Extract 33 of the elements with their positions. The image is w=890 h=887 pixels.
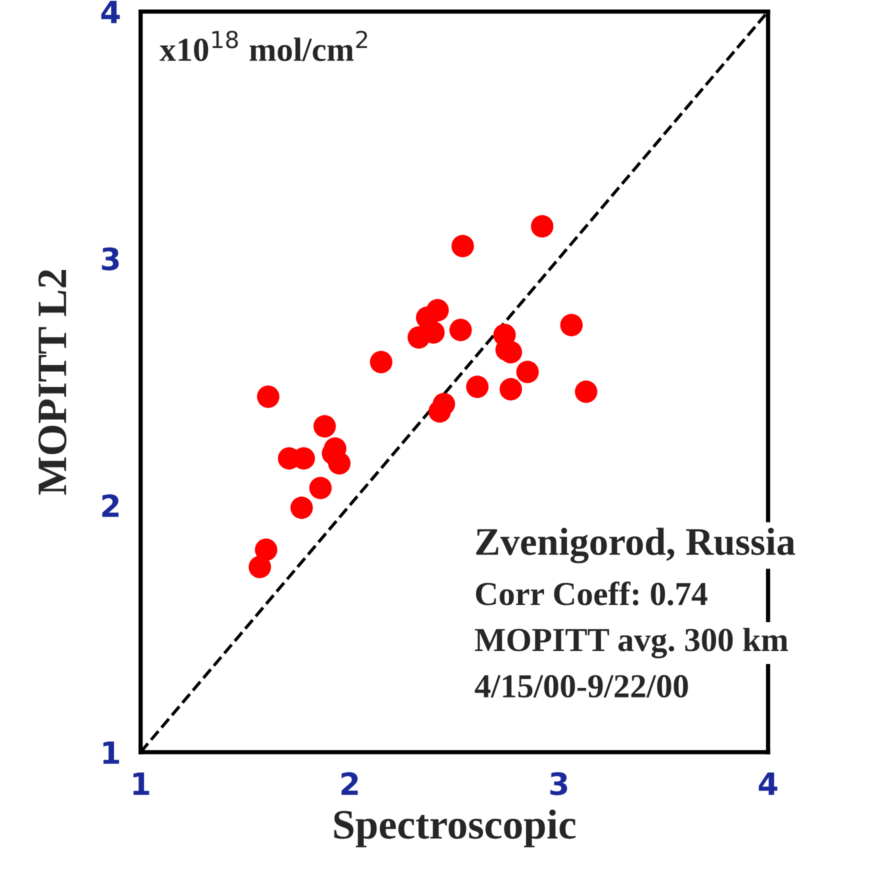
x-axis-title: Spectroscopic <box>334 810 576 848</box>
y-tick-label: 4 <box>101 0 120 24</box>
point <box>466 376 489 398</box>
annotation: x10$^{18}$ mol/cm$^{2}$ <box>160 30 368 62</box>
annotation: 4/15/00-9/22/00 <box>474 675 688 698</box>
annotation: Zvenigorod, Russia <box>476 528 796 564</box>
point <box>254 538 278 561</box>
point <box>257 385 280 408</box>
point <box>560 314 583 336</box>
y-tick-label: 2 <box>102 494 119 517</box>
point <box>516 360 539 384</box>
annotation: MOPITT avg. 300 km <box>474 628 788 658</box>
point <box>309 476 332 500</box>
point <box>290 496 313 519</box>
annotation: Corr Coeff: 0.74 <box>476 582 708 606</box>
y-tick-label: 1 <box>103 742 120 764</box>
point <box>530 215 554 238</box>
x-tick-label: 1 <box>133 772 150 795</box>
point <box>313 415 336 438</box>
point <box>248 556 272 578</box>
x-tick-label: 3 <box>550 772 568 796</box>
point <box>449 318 472 342</box>
x-tick-label: 4 <box>758 772 778 795</box>
point <box>328 452 351 475</box>
point <box>428 400 451 423</box>
point <box>574 380 598 403</box>
point <box>500 378 522 400</box>
y-axis-title: MOPITT L2 <box>38 270 66 495</box>
point <box>426 299 449 322</box>
y-tick-label: 3 <box>102 247 119 270</box>
x-tick-label: 2 <box>342 772 358 795</box>
point <box>452 234 474 258</box>
point <box>370 350 392 374</box>
